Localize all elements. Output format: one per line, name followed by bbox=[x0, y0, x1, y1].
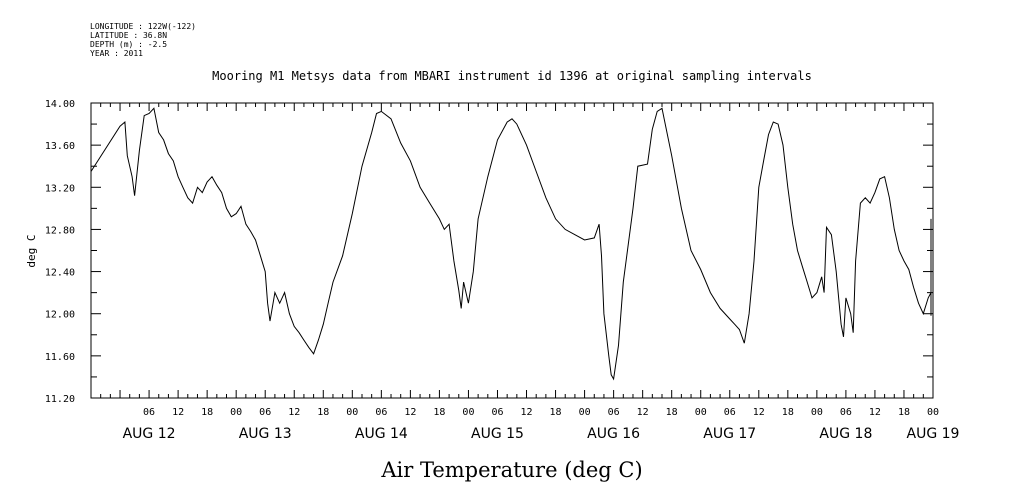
x-hour-label: 12 bbox=[172, 407, 184, 418]
x-day-label: AUG 12 bbox=[123, 426, 176, 442]
y-tick-label: 13.20 bbox=[45, 183, 75, 194]
x-day-label: AUG 16 bbox=[587, 426, 640, 442]
x-day-label: AUG 17 bbox=[703, 426, 756, 442]
x-hour-label: 12 bbox=[520, 407, 532, 418]
x-hour-label: 12 bbox=[288, 407, 300, 418]
y-axis-label: deg C bbox=[25, 234, 38, 267]
y-tick-label: 11.20 bbox=[45, 394, 75, 405]
meta-longitude: LONGITUDE : 122W(-122) bbox=[90, 22, 196, 31]
plot-frame bbox=[90, 102, 934, 399]
x-hour-label: 00 bbox=[346, 407, 358, 418]
x-hour-label: 06 bbox=[840, 407, 852, 418]
meta-year: YEAR : 2011 bbox=[90, 49, 143, 58]
x-hour-label: 00 bbox=[462, 407, 474, 418]
y-tick-label: 12.00 bbox=[45, 310, 75, 321]
y-tick-label: 12.40 bbox=[45, 268, 75, 279]
x-hour-label: 12 bbox=[404, 407, 416, 418]
x-hour-label: 00 bbox=[811, 407, 823, 418]
x-axis-label: Air Temperature (deg C) bbox=[380, 458, 642, 482]
x-hour-label: 06 bbox=[375, 407, 387, 418]
x-hour-label: 00 bbox=[695, 407, 707, 418]
y-tick-label: 12.80 bbox=[45, 225, 75, 236]
x-hour-label: 18 bbox=[666, 407, 678, 418]
x-hour-label: 12 bbox=[637, 407, 649, 418]
x-day-label: AUG 14 bbox=[355, 426, 408, 442]
x-hour-label: 18 bbox=[201, 407, 213, 418]
x-hour-label: 18 bbox=[782, 407, 794, 418]
meta-depth: DEPTH (m) : -2.5 bbox=[90, 40, 168, 49]
x-day-label: AUG 13 bbox=[239, 426, 292, 442]
x-hour-label: 18 bbox=[898, 407, 910, 418]
x-hour-label: 18 bbox=[317, 407, 329, 418]
plot-area: 11.20 11.60 12.00 12.40 12.80 13.20 13.60 14.00… bbox=[45, 99, 960, 442]
x-hour-label: 06 bbox=[491, 407, 503, 418]
x-hour-label: 06 bbox=[259, 407, 271, 418]
y-tick-label: 13.60 bbox=[45, 141, 75, 152]
x-hour-label: 00 bbox=[230, 407, 242, 418]
chart-title: Mooring M1 Metsys data from MBARI instru… bbox=[212, 69, 812, 83]
x-hour-label: 06 bbox=[608, 407, 620, 418]
x-hour-label: 18 bbox=[433, 407, 445, 418]
x-hour-label: 18 bbox=[550, 407, 562, 418]
x-day-label: AUG 18 bbox=[819, 426, 872, 442]
x-hour-label: 12 bbox=[869, 407, 881, 418]
x-hour-label: 12 bbox=[753, 407, 765, 418]
x-day-label: AUG 19 bbox=[907, 426, 960, 442]
series-line bbox=[90, 107, 932, 381]
metadata-block: LONGITUDE : 122W(-122) LATITUDE : 36.8N … bbox=[90, 22, 196, 58]
x-hour-label: 06 bbox=[724, 407, 736, 418]
meta-latitude: LATITUDE : 36.8N bbox=[90, 31, 168, 40]
x-day-label: AUG 15 bbox=[471, 426, 524, 442]
y-tick-label: 14.00 bbox=[45, 99, 75, 110]
x-hour-label: 06 bbox=[143, 407, 155, 418]
x-hour-label: 00 bbox=[927, 407, 939, 418]
x-hour-label: 00 bbox=[579, 407, 591, 418]
y-tick-label: 11.60 bbox=[45, 352, 75, 363]
